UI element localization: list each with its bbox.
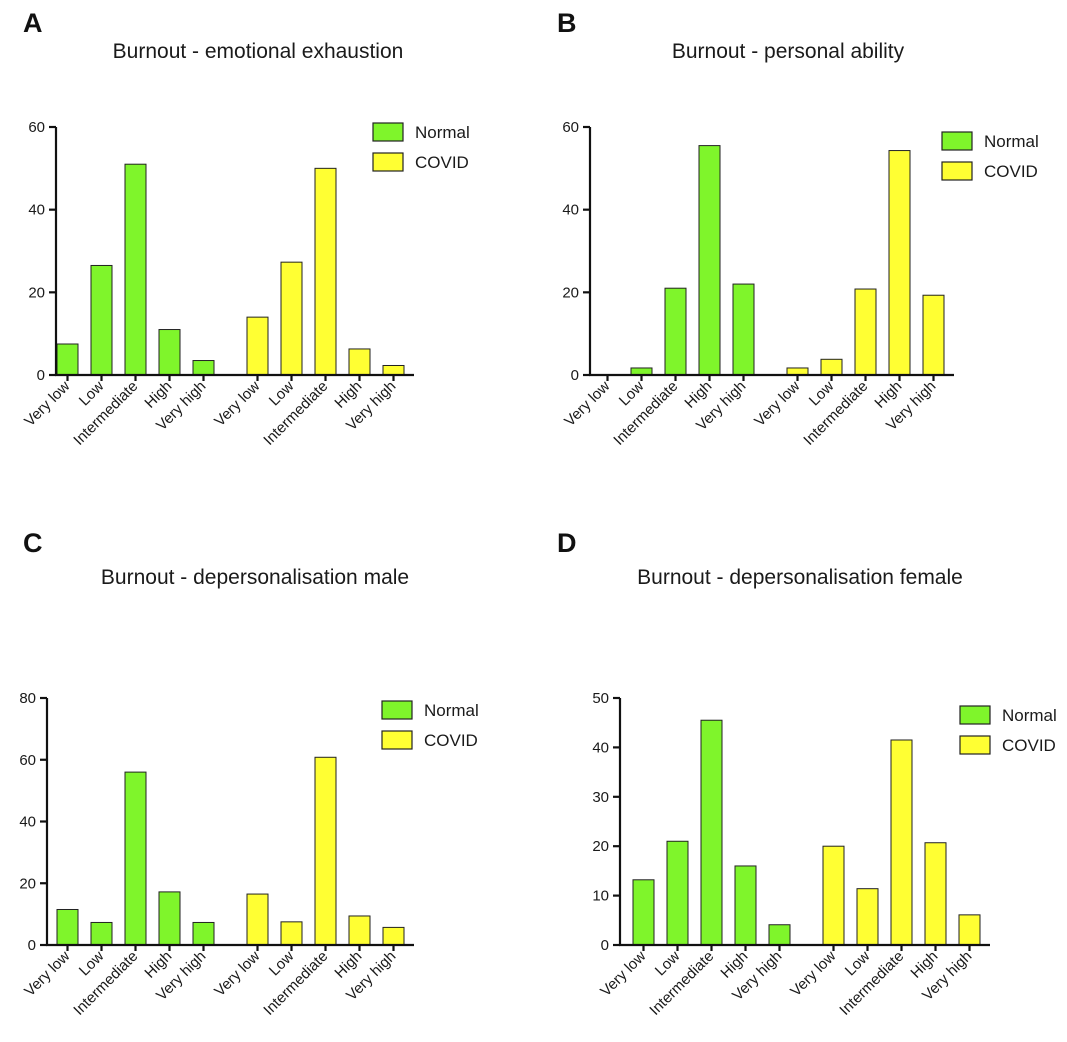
bar-covid-high: [348, 348, 371, 376]
bar-normal-high: [158, 329, 181, 376]
y-tick-label: 40: [592, 739, 609, 756]
bar-covid-low: [280, 921, 303, 946]
chart-title-a: Burnout - emotional exhaustion: [113, 40, 404, 63]
legend-label-normal: Normal: [424, 701, 479, 720]
y-tick-label: 60: [28, 119, 45, 136]
chart-title-b: Burnout - personal ability: [672, 40, 905, 63]
legend-swatch-normal: [372, 122, 404, 142]
bar-covid-low: [856, 888, 879, 946]
legend-swatch-covid: [941, 161, 973, 181]
bar-covid-high: [888, 150, 911, 376]
bar-covid-very-low: [246, 316, 269, 376]
x-tick-label: Very low: [787, 948, 839, 1000]
bar-covid-very-low: [822, 845, 845, 946]
legend-swatch-covid: [372, 152, 404, 172]
x-tick-label: Very low: [597, 948, 649, 1000]
bar-covid-very-high: [382, 364, 405, 376]
legend-swatch-normal: [959, 705, 991, 725]
y-tick-label: 0: [28, 937, 36, 954]
bar-normal-intermediate: [124, 163, 147, 376]
bar-normal-high: [698, 145, 721, 376]
legend-label-covid: COVID: [984, 162, 1038, 181]
y-tick-label: 0: [37, 367, 45, 384]
bar-normal-very-low: [56, 908, 79, 946]
legend-label-covid: COVID: [424, 731, 478, 750]
y-tick-label: 20: [19, 875, 36, 892]
y-tick-label: 20: [28, 284, 45, 301]
bar-normal-low: [666, 840, 689, 946]
x-tick-label: Very low: [751, 378, 803, 430]
y-tick-label: 40: [19, 814, 36, 831]
x-tick-label: Very low: [211, 378, 263, 430]
bar-covid-very-low: [246, 893, 269, 946]
bar-covid-intermediate: [314, 756, 337, 946]
y-tick-label: 40: [28, 202, 45, 219]
y-tick-label: 30: [592, 789, 609, 806]
bar-normal-very-high: [192, 360, 215, 376]
bar-covid-low: [820, 358, 843, 376]
y-tick-label: 60: [562, 119, 579, 136]
bar-normal-very-high: [768, 924, 791, 946]
bar-normal-intermediate: [664, 287, 687, 376]
panel-letter-c: C: [23, 528, 43, 558]
legend-swatch-normal: [381, 700, 413, 720]
x-tick-label: Very low: [21, 378, 73, 430]
bar-normal-low: [90, 921, 113, 946]
bar-normal-high: [158, 891, 181, 946]
legend-swatch-covid: [959, 735, 991, 755]
x-tick-label: Very low: [561, 378, 613, 430]
x-tick-label: Very low: [211, 948, 263, 1000]
panel-letter-d: D: [557, 528, 577, 558]
bar-normal-very-low: [56, 343, 79, 376]
bar-covid-high: [924, 842, 947, 946]
bar-covid-low: [280, 261, 303, 376]
chart-panel-b: B Burnout - personal ability Very low Low…: [557, 8, 1039, 449]
y-tick-label: 80: [19, 690, 36, 707]
chart-panel-c: C Burnout - depersonalisation male Very …: [19, 528, 478, 1019]
legend-label-covid: COVID: [415, 153, 469, 172]
bar-normal-very-high: [732, 283, 755, 376]
bar-normal-high: [734, 865, 757, 946]
bar-covid-high: [348, 915, 371, 946]
panel-letter-a: A: [23, 8, 43, 38]
y-tick-label: 60: [19, 752, 36, 769]
chart-panel-a: A Burnout - emotional exhaustion Very lo…: [21, 8, 470, 449]
y-tick-label: 20: [562, 284, 579, 301]
bar-normal-intermediate: [700, 719, 723, 946]
chart-title-c: Burnout - depersonalisation male: [101, 566, 409, 589]
bar-covid-very-high: [382, 926, 405, 946]
chart-title-d: Burnout - depersonalisation female: [637, 566, 963, 589]
y-tick-label: 10: [592, 888, 609, 905]
bar-covid-very-high: [958, 914, 981, 946]
y-tick-label: 20: [592, 838, 609, 855]
legend-label-normal: Normal: [1002, 706, 1057, 725]
legend-swatch-normal: [941, 131, 973, 151]
bar-normal-very-high: [192, 921, 215, 946]
x-tick-label: Very low: [21, 948, 73, 1000]
legend-label-covid: COVID: [1002, 736, 1056, 755]
bar-normal-intermediate: [124, 771, 147, 946]
legend-swatch-covid: [381, 730, 413, 750]
bar-covid-very-high: [922, 294, 945, 376]
panel-letter-b: B: [557, 8, 577, 38]
bar-covid-intermediate: [314, 167, 337, 376]
y-tick-label: 0: [601, 937, 609, 954]
chart-panel-d: D Burnout - depersonalisation female Ver…: [557, 528, 1057, 1019]
bar-normal-very-low: [632, 879, 655, 946]
bar-normal-low: [90, 264, 113, 376]
y-tick-label: 40: [562, 202, 579, 219]
y-tick-label: 0: [571, 367, 579, 384]
y-tick-label: 50: [592, 690, 609, 707]
bar-covid-intermediate: [890, 739, 913, 946]
legend-label-normal: Normal: [415, 123, 470, 142]
legend-label-normal: Normal: [984, 132, 1039, 151]
bar-covid-intermediate: [854, 288, 877, 376]
